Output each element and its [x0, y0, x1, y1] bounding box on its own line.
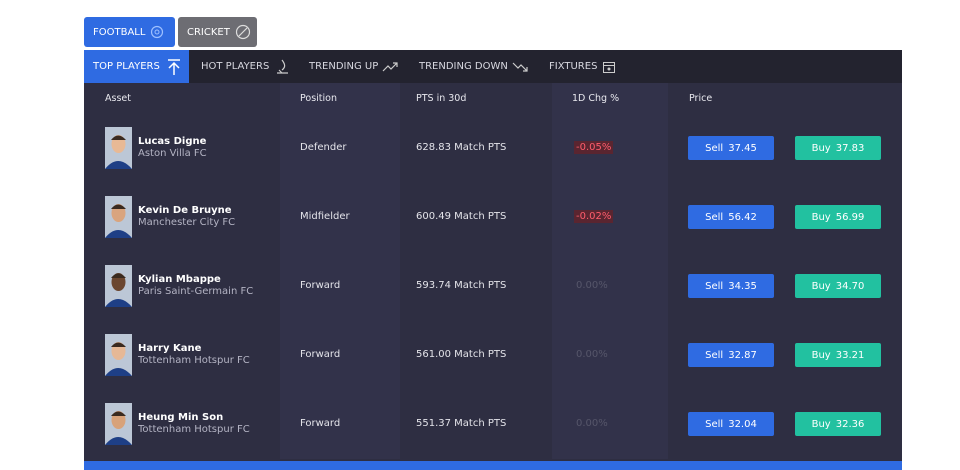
points: 628.83 Match PTS — [416, 142, 507, 153]
sell-price: 34.35 — [728, 280, 757, 292]
player-club: Paris Saint-Germain FC — [138, 286, 254, 297]
sell-price: 32.87 — [728, 349, 757, 361]
column-header: PTS in 30d — [416, 93, 467, 104]
nav-tab[interactable]: TOP PLAYERS — [84, 50, 189, 83]
change: 0.00% — [576, 349, 608, 360]
cricket-icon — [235, 24, 250, 40]
points: 600.49 Match PTS — [416, 211, 507, 222]
player-name: Kevin De Bruyne — [138, 205, 232, 216]
player-club: Aston Villa FC — [138, 148, 207, 159]
buy-price: 33.21 — [835, 349, 865, 361]
position: Midfielder — [300, 211, 350, 222]
sell-button[interactable]: Sell 32.87 — [688, 343, 774, 367]
player-name: Lucas Digne — [138, 136, 207, 147]
position: Forward — [300, 349, 341, 360]
player-avatar — [105, 196, 132, 238]
buy-button[interactable]: Buy 56.99 — [795, 205, 881, 229]
calendar-icon — [603, 61, 616, 73]
sell-button[interactable]: Sell 34.35 — [688, 274, 774, 298]
buy-button[interactable]: Buy 32.36 — [795, 412, 881, 436]
sell-label: Sell — [705, 211, 724, 223]
column-header: Price — [689, 93, 713, 104]
position: Forward — [300, 418, 341, 429]
player-avatar — [105, 265, 132, 307]
buy-button[interactable]: Buy 34.70 — [795, 274, 881, 298]
nav-tab[interactable]: TRENDING DOWN — [410, 50, 528, 83]
buy-price: 32.36 — [835, 418, 865, 430]
nav-label: TOP PLAYERS — [93, 61, 160, 72]
sell-price: 56.42 — [728, 211, 757, 223]
sell-button[interactable]: Sell 56.42 — [688, 205, 774, 229]
sell-label: Sell — [705, 280, 724, 292]
buy-button[interactable]: Buy 37.83 — [795, 136, 881, 160]
sell-price: 37.45 — [728, 142, 757, 154]
change: 0.00% — [576, 280, 608, 291]
buy-price: 37.83 — [835, 142, 865, 154]
position: Defender — [300, 142, 347, 153]
player-name: Harry Kane — [138, 343, 202, 354]
cricket-tab[interactable]: CRICKET — [178, 17, 257, 47]
tab-label: CRICKET — [187, 26, 230, 38]
player-avatar — [105, 403, 132, 445]
sell-button[interactable]: Sell 32.04 — [688, 412, 774, 436]
up-icon — [167, 58, 180, 75]
position: Forward — [300, 280, 341, 291]
hot-icon — [277, 59, 289, 74]
change: -0.05% — [574, 141, 614, 154]
buy-button[interactable]: Buy 33.21 — [795, 343, 881, 367]
sell-price: 32.04 — [728, 418, 757, 430]
buy-price: 56.99 — [835, 211, 865, 223]
buy-label: Buy — [811, 142, 831, 154]
column-band — [552, 83, 668, 459]
tab-label: FOOTBALL — [93, 26, 146, 38]
sell-label: Sell — [705, 349, 724, 361]
points: 551.37 Match PTS — [416, 418, 507, 429]
points: 593.74 Match PTS — [416, 280, 507, 291]
player-club: Manchester City FC — [138, 217, 236, 228]
column-header: Position — [300, 93, 337, 104]
player-club: Tottenham Hotspur FC — [138, 355, 250, 366]
players-panel: TOP PLAYERS HOT PLAYERS TRENDING UP TREN… — [84, 50, 902, 470]
player-avatar — [105, 127, 132, 169]
trend-down-icon — [512, 62, 528, 72]
nav-label: HOT PLAYERS — [201, 61, 270, 72]
change: 0.00% — [576, 418, 608, 429]
nav-bar: TOP PLAYERS HOT PLAYERS TRENDING UP TREN… — [84, 50, 902, 83]
player-name: Heung Min Son — [138, 412, 224, 423]
sell-button[interactable]: Sell 37.45 — [688, 136, 774, 160]
points: 561.00 Match PTS — [416, 349, 507, 360]
buy-price: 34.70 — [835, 280, 865, 292]
player-club: Tottenham Hotspur FC — [138, 424, 250, 435]
column-header: Asset — [105, 93, 131, 104]
column-band — [280, 83, 400, 459]
sell-label: Sell — [705, 142, 724, 154]
player-name: Kylian Mbappe — [138, 274, 221, 285]
buy-label: Buy — [811, 349, 831, 361]
ball-icon — [151, 25, 164, 39]
trend-up-icon — [382, 61, 398, 71]
football-tab[interactable]: FOOTBALL — [84, 17, 175, 47]
column-header: 1D Chg % — [572, 93, 620, 104]
nav-label: FIXTURES — [549, 61, 598, 72]
nav-label: TRENDING UP — [309, 61, 379, 72]
footer-strip — [84, 461, 902, 470]
nav-tab[interactable]: HOT PLAYERS — [192, 50, 291, 83]
buy-label: Buy — [811, 418, 831, 430]
change: -0.02% — [574, 210, 614, 223]
nav-tab[interactable]: TRENDING UP — [300, 50, 398, 83]
nav-tab[interactable]: FIXTURES — [540, 50, 616, 83]
buy-label: Buy — [811, 211, 831, 223]
sell-label: Sell — [705, 418, 724, 430]
nav-label: TRENDING DOWN — [419, 61, 508, 72]
buy-label: Buy — [811, 280, 831, 292]
player-avatar — [105, 334, 132, 376]
